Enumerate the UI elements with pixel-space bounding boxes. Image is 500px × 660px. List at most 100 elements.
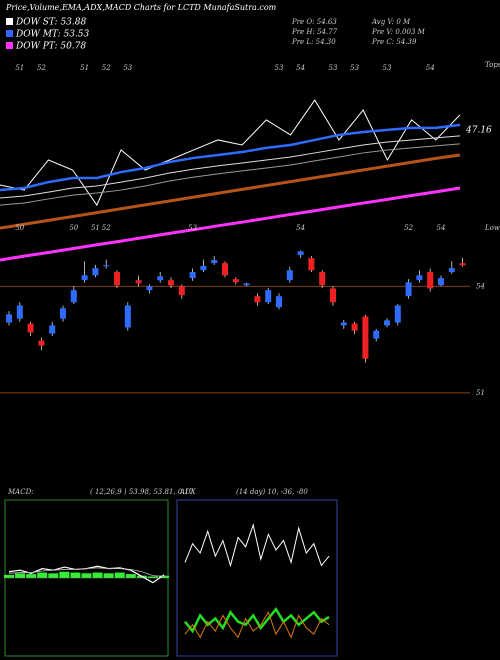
candle-body (319, 272, 326, 286)
top-label: 53 (123, 64, 132, 72)
adx-line (184, 523, 330, 568)
candle-body (81, 275, 88, 281)
macd-bar (125, 574, 136, 578)
candle-body (394, 305, 401, 323)
candle-body (308, 258, 315, 271)
candle-body (211, 259, 218, 264)
candle-body (103, 265, 110, 267)
macd-bar (48, 573, 59, 578)
legend-swatch (6, 30, 13, 37)
bottom-label: 50 (69, 224, 78, 232)
candle-body (330, 288, 336, 303)
macd-bar (114, 572, 125, 578)
macd-bar (4, 574, 14, 578)
ema-line (0, 99, 461, 207)
top-label: 53 (329, 64, 338, 72)
top-label: 54 (426, 64, 435, 72)
macd-bar (92, 572, 103, 578)
legend-label: DOW ST: 53.88 (15, 18, 86, 28)
bottom-label: 52 (102, 224, 111, 232)
candle-body (351, 323, 358, 331)
candle-body (405, 282, 412, 297)
legend-swatch (6, 42, 13, 49)
macd-bar (147, 576, 158, 578)
candle-body (232, 279, 239, 283)
candle-body (146, 286, 153, 291)
info-text: Pre C: 54.39 (371, 38, 417, 46)
candle-body (27, 323, 34, 333)
candle-body (362, 316, 369, 359)
legend-label: DOW PT: 50.78 (15, 42, 86, 52)
macd-params: ( 12,26,9 ) 53.98, 53.81, 0.17 (90, 488, 194, 496)
macd-bar (15, 573, 26, 578)
bottom-label: 54 (437, 224, 446, 232)
signal-line (8, 567, 165, 577)
macd-bar (159, 575, 169, 578)
legend-label: DOW MT: 53.53 (15, 30, 90, 40)
info-text: Pre V: 0.003 M (371, 28, 426, 36)
candle-body (297, 251, 304, 255)
macd-bar (81, 573, 92, 578)
macd-title: MACD: (7, 488, 34, 496)
candle-body (200, 265, 207, 271)
candle-body (438, 278, 444, 286)
candle-body (38, 340, 45, 346)
top-label: 53 (350, 64, 359, 72)
tops-label: Tops (485, 61, 500, 69)
candle-body (6, 314, 12, 323)
candle-body (70, 290, 77, 303)
candle-body (254, 296, 261, 303)
candle-body (416, 275, 423, 281)
info-text: Pre H: 54.77 (291, 28, 338, 36)
ema-line (0, 143, 461, 206)
candle-body (222, 263, 228, 276)
chart-title: Price,Volume,EMA,ADX,MACD Charts for LCT… (5, 3, 277, 12)
candle-body (135, 280, 142, 284)
adx-params: (14 day) 10, -36, -80 (236, 488, 308, 496)
macd-bar (26, 574, 37, 578)
lows-label: Lows (484, 224, 500, 232)
candle-body (265, 290, 272, 303)
candle-body (168, 280, 174, 286)
bottom-label: 50 (15, 224, 24, 232)
y-tick-label: 51 (476, 389, 485, 397)
candle-body (189, 272, 196, 279)
adx-title: ADX (179, 488, 197, 496)
candle-body (92, 268, 99, 276)
info-text: Pre O: 54.63 (291, 18, 337, 26)
legend-swatch (6, 18, 13, 25)
macd-bar (70, 572, 81, 578)
bottom-label: 51 (91, 224, 100, 232)
adx-pane (176, 499, 338, 657)
y-tick-label: 54 (476, 282, 485, 290)
adx-line (184, 611, 330, 639)
ema-line (0, 153, 461, 230)
info-text: Avg V: 0 M (371, 18, 411, 26)
bottom-label: 54 (296, 224, 305, 232)
candle-body (16, 305, 23, 319)
last-label: 47.16 (465, 126, 492, 136)
macd-bar (37, 572, 48, 578)
candle-body (373, 330, 380, 339)
bottom-label: 52 (404, 224, 413, 232)
candle-body (276, 296, 282, 308)
candle-body (49, 325, 56, 334)
candle-body (157, 276, 164, 281)
candle-body (60, 308, 66, 319)
candle-body (459, 263, 466, 266)
info-text: Pre L: 54.30 (291, 38, 336, 46)
top-label: 51 (15, 64, 24, 72)
top-label: 53 (275, 64, 284, 72)
candle-body (384, 320, 390, 326)
ema-line (0, 135, 461, 199)
top-label: 53 (383, 64, 392, 72)
candle-body (178, 286, 185, 296)
ema-line (0, 123, 461, 192)
candle-body (114, 272, 120, 286)
top-label: 54 (296, 64, 305, 72)
macd-bar (59, 571, 70, 578)
top-label: 52 (102, 64, 111, 72)
candle-body (340, 322, 347, 326)
